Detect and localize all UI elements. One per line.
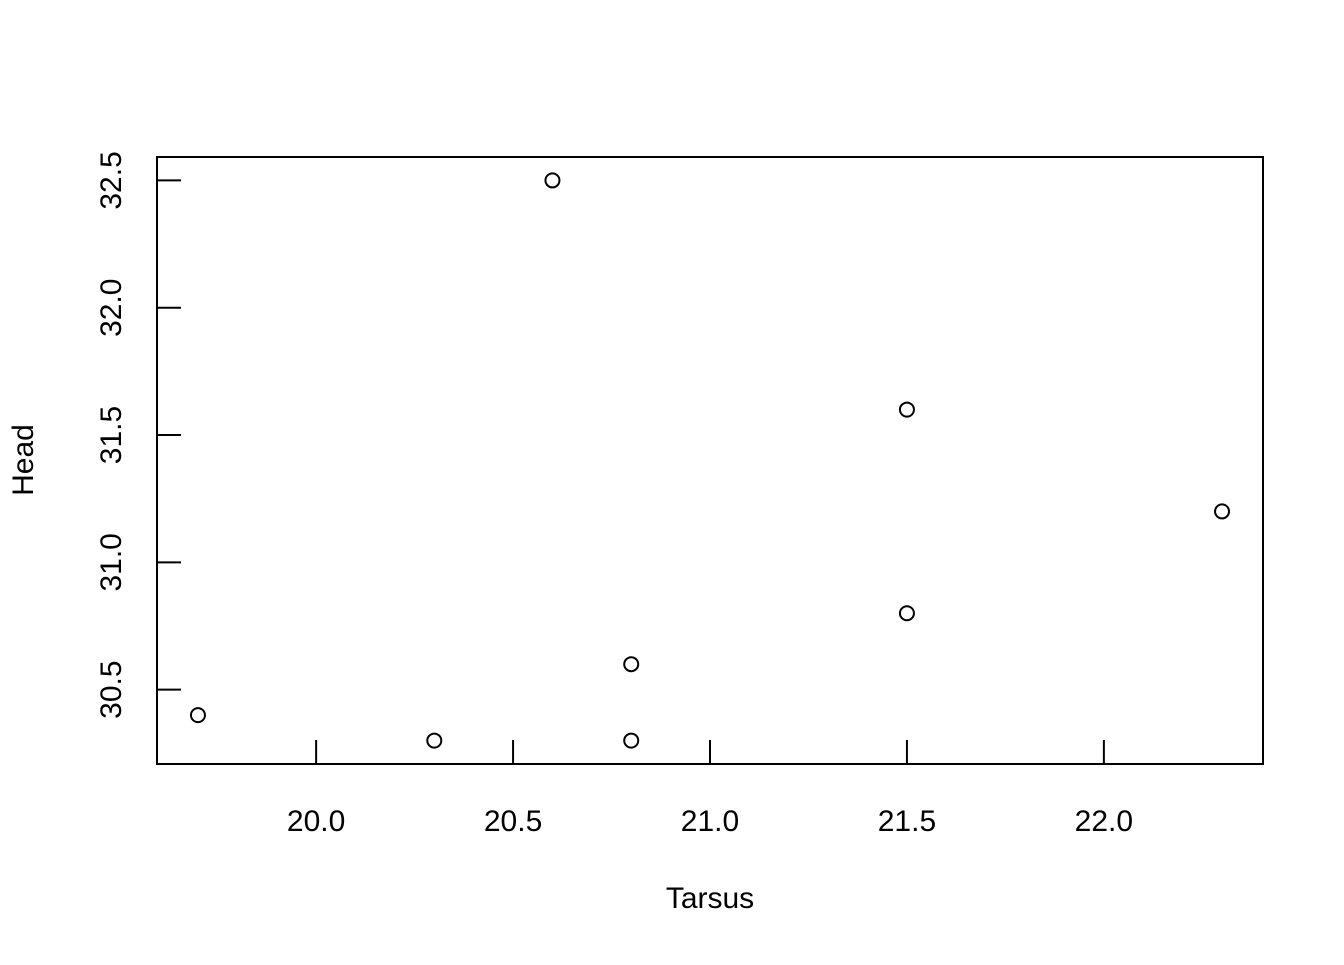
y-tick-label: 31.5 [95,406,128,464]
point [426,732,443,749]
y-tick-label: 32.5 [95,151,128,209]
y-tick-label: 31.0 [95,533,128,591]
point [623,656,640,673]
point [623,732,640,749]
point [898,605,915,622]
x-tick-label: 21.0 [681,805,739,838]
y-tick-label: 30.5 [95,660,128,718]
y-axis-label: Head [7,424,40,496]
plot-box [156,156,1264,765]
y-tick-label: 32.0 [95,279,128,337]
point [1214,503,1231,520]
point [544,172,561,189]
point [189,707,206,724]
x-tick-label: 21.5 [878,805,936,838]
x-axis-label: Tarsus [666,882,754,915]
x-tick-label: 22.0 [1075,805,1133,838]
x-tick-label: 20.0 [287,805,345,838]
point [898,401,915,418]
x-tick-label: 20.5 [484,805,542,838]
